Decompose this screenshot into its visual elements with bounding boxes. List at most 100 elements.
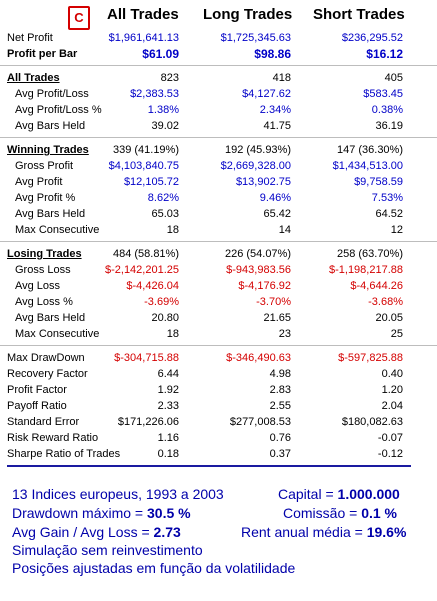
table-row: Max DrawDown $-304,715.88 $-346,490.63 $-59… [0, 350, 437, 366]
table-row: Losing Trades 484 (58.81%) 226 (54.07%) 258… [0, 246, 437, 262]
cell-long: 2.83 [269, 384, 291, 396]
cell-short: 2.04 [381, 400, 403, 412]
cell-all: 339 (41.19%) [112, 144, 179, 156]
cell-all: 18 [166, 224, 179, 236]
cell-short: $1,434,513.00 [332, 160, 403, 172]
table-row: Avg Loss $-4,426.04 $-4,176.92 $-4,644.26 [0, 278, 437, 294]
cell-short: 0.40 [381, 368, 403, 380]
cell-long: $13,902.75 [235, 176, 291, 188]
cell-all: $-2,142,201.25 [104, 264, 179, 276]
row-label: Avg Bars Held [15, 208, 86, 220]
cell-all: 65.03 [151, 208, 179, 220]
row-label: Sharpe Ratio of Trades [7, 448, 121, 460]
cell-long: $-4,176.92 [238, 280, 291, 292]
cell-all: 1.92 [157, 384, 179, 396]
table-row: Max Consecutive 18 23 25 [0, 326, 437, 342]
column-header-all-trades: All Trades [107, 6, 179, 23]
cell-short: $236,295.52 [341, 32, 403, 44]
cell-short: $583.45 [363, 88, 403, 100]
row-label: Recovery Factor [7, 368, 88, 380]
row-label: All Trades [7, 72, 60, 84]
footer-capital: Capital = 1.000.000 [278, 486, 400, 502]
footer-divider [7, 465, 411, 467]
cell-long: 9.46% [259, 192, 291, 204]
cell-long: 418 [272, 72, 291, 84]
cell-all: 20.80 [151, 312, 179, 324]
footer-indices-text: 13 Indices europeus, 1993 a 2003 [12, 486, 224, 502]
table-row: Payoff Ratio 2.33 2.55 2.04 [0, 398, 437, 414]
table-row: Avg Bars Held 65.03 65.42 64.52 [0, 206, 437, 222]
row-label: Standard Error [7, 416, 80, 428]
row-label: Avg Loss [15, 280, 61, 292]
cell-all: 18 [166, 328, 179, 340]
cell-all: 484 (58.81%) [112, 248, 179, 260]
cell-all: 39.02 [151, 120, 179, 132]
cell-short: 405 [384, 72, 403, 84]
column-header-long-trades: Long Trades [203, 6, 293, 23]
cell-long: 65.42 [263, 208, 291, 220]
row-label: Net Profit [7, 32, 53, 44]
table-row: Avg Loss % -3.69% -3.70% -3.68% [0, 294, 437, 310]
table-row: Avg Bars Held 39.02 41.75 36.19 [0, 118, 437, 134]
row-label: Payoff Ratio [7, 400, 67, 412]
footer-rent: Rent anual média = 19.6% [241, 524, 406, 540]
cell-short: 12 [390, 224, 403, 236]
cell-short: $-597,825.88 [338, 352, 403, 364]
cell-short: 1.20 [381, 384, 403, 396]
cell-long: 21.65 [263, 312, 291, 324]
cell-long: $2,669,328.00 [220, 160, 291, 172]
table-row: Profit per Bar $61.09 $98.86 $16.12 [0, 46, 437, 62]
footer-drawdown: Drawdown máximo = 30.5 % [12, 505, 191, 521]
row-label: Winning Trades [7, 144, 89, 156]
cell-all: 6.44 [157, 368, 179, 380]
rent-value: 19.6% [366, 524, 407, 540]
cell-all: $61.09 [142, 47, 179, 61]
cell-all: $1,961,641.13 [108, 32, 179, 44]
section-divider [0, 65, 437, 66]
rent-label: Rent anual média = [241, 524, 367, 540]
row-label: Risk Reward Ratio [7, 432, 99, 444]
footer-posicoes: Posições ajustadas em função da volatili… [12, 560, 296, 576]
cell-short: 0.38% [371, 104, 403, 116]
cell-all: 8.62% [147, 192, 179, 204]
table-row: Avg Profit $12,105.72 $13,902.75 $9,758.59 [0, 174, 437, 190]
cell-short: $180,082.63 [341, 416, 403, 428]
row-label: Max Consecutive [15, 224, 100, 236]
capital-label: Capital = [278, 486, 338, 502]
table-row: Avg Profit/Loss % 1.38% 2.34% 0.38% [0, 102, 437, 118]
cell-long: $4,127.62 [242, 88, 291, 100]
column-header-short-trades: Short Trades [313, 6, 405, 23]
cell-all: $2,383.53 [130, 88, 179, 100]
row-label: Profit per Bar [7, 48, 78, 60]
cell-all: 2.33 [157, 400, 179, 412]
row-label: Avg Profit [15, 176, 63, 188]
cell-long: -3.70% [256, 296, 291, 308]
cell-long: $98.86 [254, 47, 291, 61]
cell-long: 0.37 [269, 448, 291, 460]
table-row: Net Profit $1,961,641.13 $1,725,345.63 $236… [0, 30, 437, 46]
cell-short: -3.68% [368, 296, 403, 308]
row-label: Avg Profit % [15, 192, 76, 204]
table-row: All Trades 823 418 405 [0, 70, 437, 86]
cell-long: 4.98 [269, 368, 291, 380]
cell-long: 14 [278, 224, 291, 236]
cell-all: $-4,426.04 [126, 280, 179, 292]
row-label: Gross Profit [15, 160, 74, 172]
cell-short: 25 [390, 328, 403, 340]
cell-short: 7.53% [371, 192, 403, 204]
cell-all: 823 [160, 72, 179, 84]
table-row: Standard Error $171,226.06 $277,008.53 $180… [0, 414, 437, 430]
row-label: Max DrawDown [7, 352, 85, 364]
cell-all: $171,226.06 [117, 416, 179, 428]
cell-long: 192 (45.93%) [224, 144, 291, 156]
table-row: Gross Loss $-2,142,201.25 $-943,983.56 $-1,… [0, 262, 437, 278]
comissao-label: Comissão = [283, 505, 362, 521]
table-row: Risk Reward Ratio 1.16 0.76 -0.07 [0, 430, 437, 446]
cell-long: $-943,983.56 [226, 264, 291, 276]
cell-short: $-4,644.26 [350, 280, 403, 292]
cell-short: 64.52 [375, 208, 403, 220]
cell-long: 226 (54.07%) [224, 248, 291, 260]
cell-short: $16.12 [366, 47, 403, 61]
table-row: Profit Factor 1.92 2.83 1.20 [0, 382, 437, 398]
cell-short: -0.07 [377, 432, 403, 444]
